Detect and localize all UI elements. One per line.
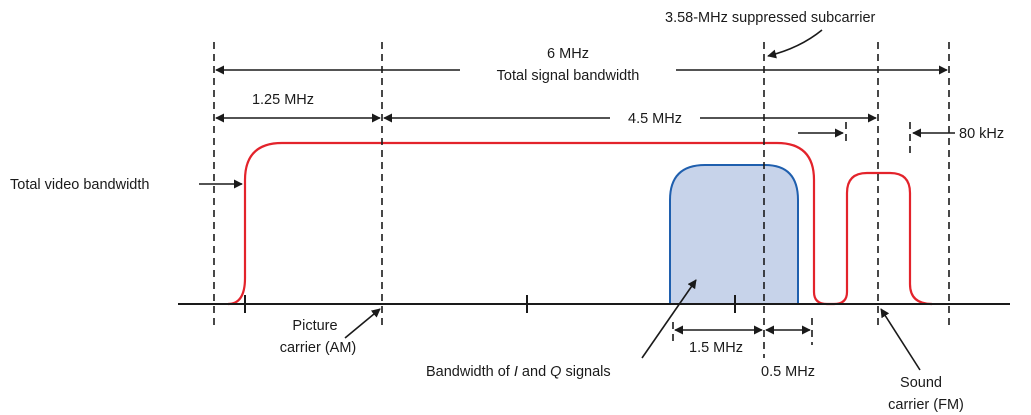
sound-offset-label: 4.5 MHz — [628, 111, 682, 127]
sound-carrier-pointer — [880, 308, 921, 371]
total-bandwidth-caption: Total signal bandwidth — [497, 68, 640, 84]
subcarrier-pointer-arrow — [767, 29, 823, 59]
iq-caption-i: I — [514, 364, 518, 380]
iq-caption-pointer — [641, 279, 697, 359]
picture-carrier-label-line2: carrier (AM) — [280, 340, 357, 356]
iq-caption-q: Q — [550, 364, 561, 380]
video-bandwidth-envelope — [227, 141, 933, 306]
iq-signal-band — [669, 164, 799, 305]
picture-carrier-pointer — [344, 308, 381, 339]
total-bandwidth-value: 6 MHz — [547, 46, 589, 62]
subcarrier-label: 3.58-MHz suppressed subcarrier — [665, 10, 876, 26]
iq-caption-and: and — [518, 364, 550, 380]
iq-caption: Bandwidth of I and Q signals — [426, 364, 611, 380]
guard-label: 80 kHz — [959, 126, 1004, 142]
iq-caption-prefix: Bandwidth of — [426, 364, 514, 380]
picture-offset-label: 1.25 MHz — [252, 92, 314, 108]
iq-bandwidth-label: 1.5 MHz — [689, 340, 743, 356]
iq-caption-suffix: signals — [561, 364, 610, 380]
sound-carrier-label-line1: Sound — [900, 375, 942, 391]
video-bandwidth-label: Total video bandwidth — [10, 177, 149, 193]
sound-carrier-label-line2: carrier (FM) — [888, 397, 964, 413]
picture-carrier-label-line1: Picture — [292, 318, 337, 334]
iq-upper-bandwidth-label: 0.5 MHz — [761, 364, 815, 380]
